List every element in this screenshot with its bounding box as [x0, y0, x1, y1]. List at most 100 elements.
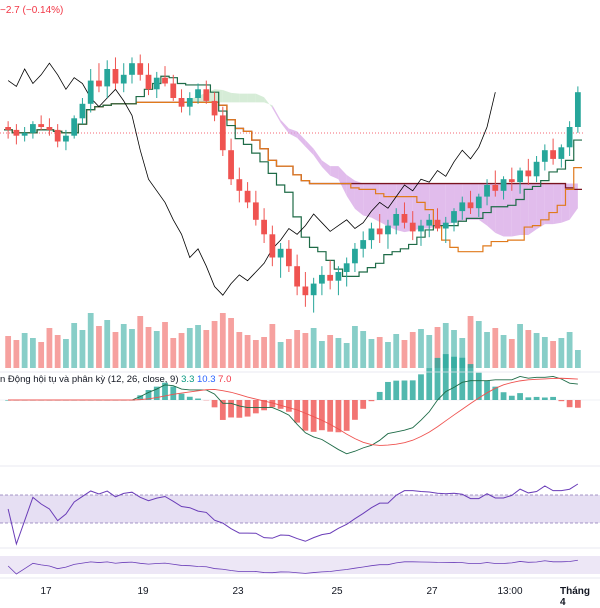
volume-bar — [104, 320, 110, 368]
candle-body — [22, 133, 28, 136]
volume-bar — [377, 337, 383, 368]
candle — [360, 231, 366, 257]
candle — [55, 124, 61, 147]
x-tick-label: 25 — [331, 586, 342, 597]
ichimoku-cloud-segment — [297, 131, 305, 146]
candle-body — [30, 124, 36, 133]
ichimoku-cloud-segment — [223, 90, 231, 102]
candle — [369, 223, 375, 249]
candle — [220, 107, 226, 156]
volume-bar — [212, 321, 218, 368]
volume-bar — [13, 340, 19, 368]
volume-bar — [245, 335, 251, 368]
volume-bar — [509, 339, 515, 368]
volume-bar — [220, 313, 226, 368]
volume-bar — [71, 323, 77, 368]
ichimoku-cloud-segment — [355, 181, 363, 216]
volume-bar — [22, 333, 28, 368]
candle-body — [212, 101, 218, 116]
volume-bar — [360, 331, 366, 368]
volume-bar — [195, 325, 201, 368]
ichimoku-cloud-segment — [231, 93, 239, 102]
macd-value-1: 3.3 — [181, 374, 194, 385]
volume-bar — [501, 335, 507, 368]
candle — [228, 139, 234, 185]
volume-bar — [88, 313, 94, 368]
candle-body — [170, 84, 176, 99]
macd-histogram-bar — [369, 400, 375, 401]
macd-histogram-bar — [179, 394, 185, 400]
candle — [179, 89, 185, 112]
volume-bar — [575, 350, 581, 368]
candle — [96, 63, 102, 92]
candle — [558, 144, 564, 167]
volume-bar — [96, 326, 102, 368]
macd-histogram-bar — [253, 400, 259, 413]
volume-bar — [393, 334, 399, 368]
ichimoku-cloud-segment — [149, 105, 157, 106]
candle-body — [377, 229, 383, 235]
candle — [269, 226, 275, 267]
candle — [137, 55, 143, 81]
volume-bar — [369, 339, 375, 368]
volume-bar — [30, 338, 36, 368]
macd-histogram-bar — [550, 397, 556, 400]
volume-bar — [344, 343, 350, 368]
candle — [121, 63, 127, 92]
volume-bar — [542, 337, 548, 368]
volume-bar — [336, 338, 342, 368]
lower-panel-band — [0, 556, 600, 574]
candle — [327, 260, 333, 289]
candle-body — [393, 214, 399, 226]
macd-legend: n Động hội tụ và phân kỳ (12, 26, close,… — [0, 374, 231, 386]
ichimoku-cloud-segment — [157, 104, 165, 105]
candle-body — [236, 179, 242, 191]
candle — [352, 243, 358, 272]
volume-bar — [286, 339, 292, 368]
candle — [344, 258, 350, 287]
x-tick-label: Tháng 4 — [560, 586, 590, 608]
volume-bar — [162, 322, 168, 368]
volume-bar — [170, 338, 176, 368]
ichimoku-cloud-segment — [82, 130, 90, 133]
macd-histogram-bar — [195, 399, 201, 400]
candle — [253, 191, 259, 226]
macd-histogram-bar — [418, 374, 424, 400]
candle-body — [96, 81, 102, 87]
macd-histogram-bar — [302, 400, 308, 431]
candle — [80, 98, 86, 124]
candle-body — [129, 63, 135, 75]
candle — [30, 121, 36, 138]
macd-histogram-bar — [459, 358, 465, 400]
macd-label: n Động hội tụ và phân kỳ (12, 26, close,… — [0, 374, 179, 385]
volume-bar — [468, 316, 474, 368]
x-tick-label: 27 — [426, 586, 437, 597]
volume-bar — [410, 332, 416, 368]
candle — [22, 127, 28, 142]
macd-histogram-bar — [517, 393, 523, 400]
candle-body — [352, 249, 358, 263]
macd-histogram-bar — [426, 368, 432, 400]
candle-body — [269, 234, 275, 257]
macd-histogram-bar — [187, 397, 193, 400]
candle-body — [451, 211, 457, 223]
macd-histogram-bar — [228, 400, 234, 417]
macd-line — [8, 376, 578, 453]
candle — [88, 69, 94, 113]
macd-histogram-bar — [575, 400, 581, 408]
volume-bar — [253, 340, 259, 368]
candle — [261, 208, 267, 243]
candle-body — [550, 150, 556, 159]
candle — [170, 75, 176, 101]
macd-signal-line — [8, 378, 578, 445]
candle-body — [319, 275, 325, 284]
candle-body — [55, 130, 61, 142]
volume-bar — [203, 330, 209, 368]
candle-body — [71, 118, 77, 135]
candle-body — [558, 147, 564, 159]
ichimoku-cloud-segment — [272, 105, 280, 122]
candle — [336, 266, 342, 295]
volume-bar — [236, 332, 242, 368]
